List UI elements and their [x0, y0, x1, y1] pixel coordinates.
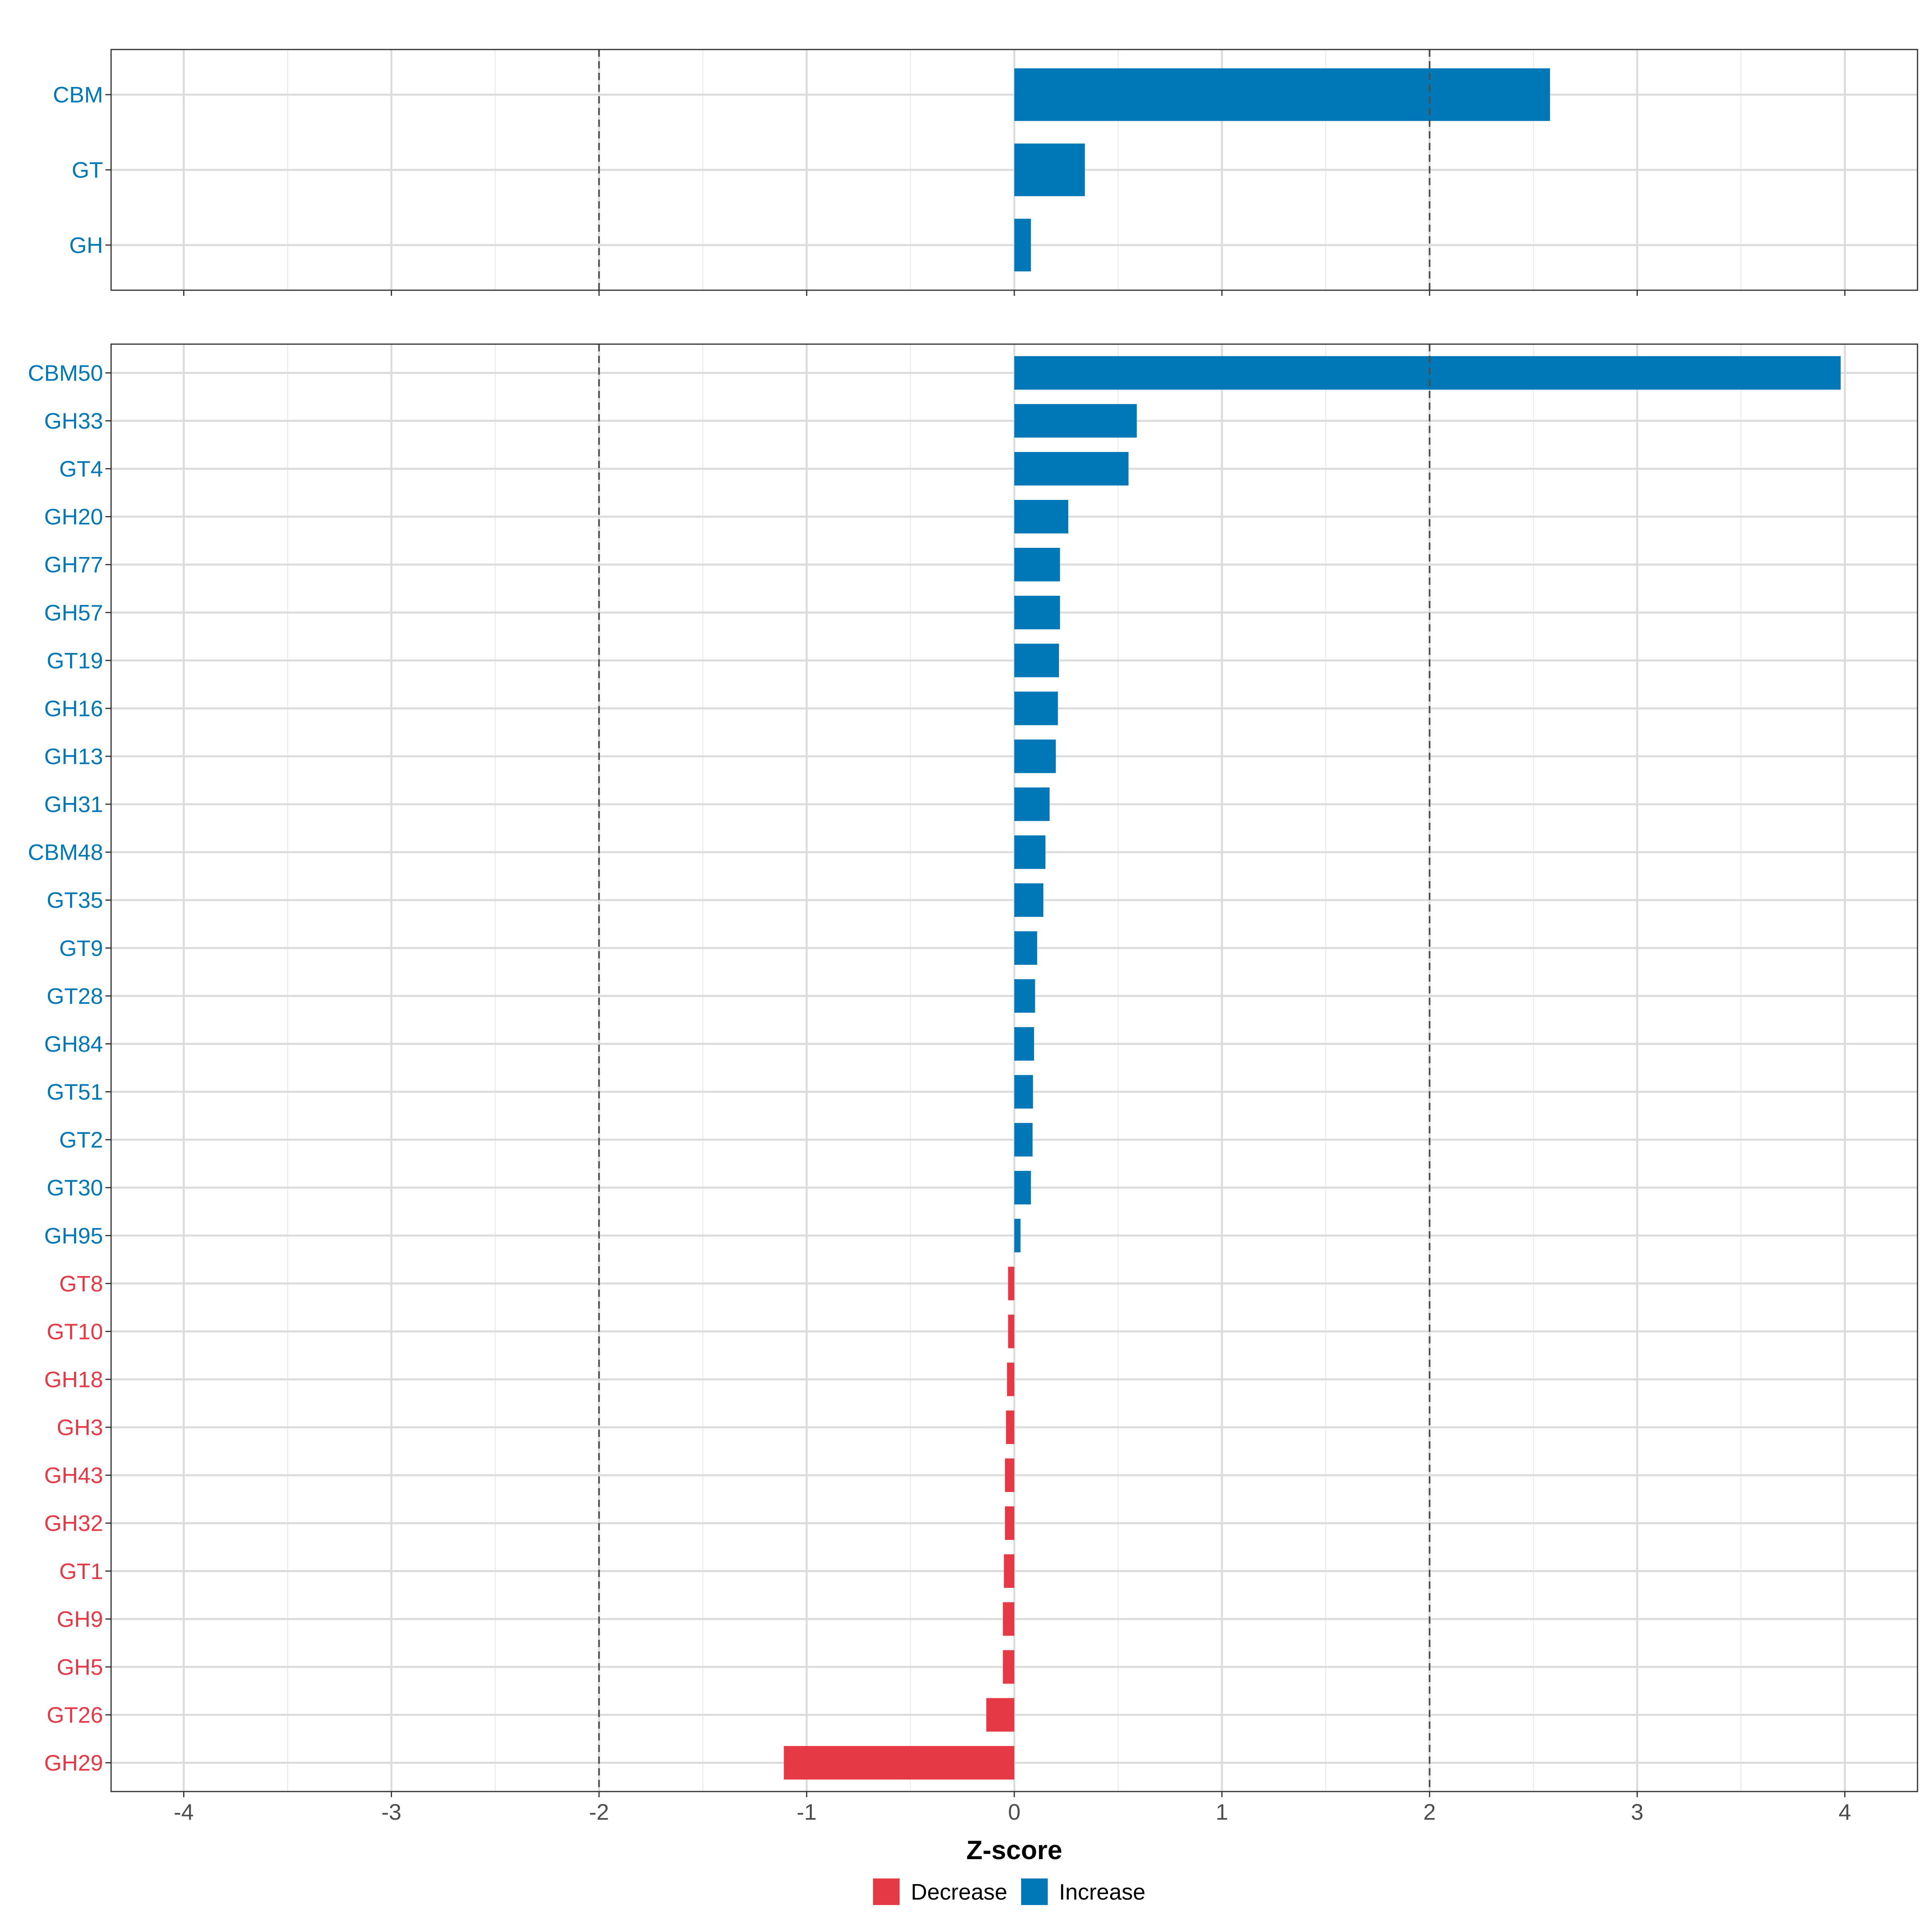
bar-cbm — [1014, 68, 1550, 121]
category-label: GT4 — [59, 456, 103, 481]
bar-gh32 — [1005, 1506, 1014, 1540]
bar-gh95 — [1014, 1219, 1021, 1253]
category-label: GH84 — [44, 1031, 103, 1057]
bar-gh84 — [1014, 1027, 1034, 1061]
bar-gh29 — [784, 1746, 1014, 1780]
category-label: GH — [69, 232, 103, 258]
legend: Decrease Increase — [873, 1878, 1146, 1905]
bar-gh9 — [1003, 1602, 1014, 1636]
summary-panel: CBM GT GH — [53, 49, 1918, 296]
bar-cbm48 — [1014, 835, 1046, 869]
legend-swatch-decrease — [873, 1878, 900, 1905]
category-label: GH29 — [44, 1750, 103, 1775]
legend-label-increase: Increase — [1059, 1879, 1146, 1905]
x-tick-label: 1 — [1216, 1799, 1228, 1825]
category-label: GH9 — [57, 1606, 103, 1632]
x-tick-label: 3 — [1631, 1799, 1643, 1825]
x-tick-label: -3 — [382, 1799, 402, 1825]
category-label: GT26 — [47, 1702, 103, 1728]
bar-gt4 — [1014, 452, 1129, 486]
category-label: GH20 — [44, 504, 103, 529]
bar-gt30 — [1014, 1171, 1031, 1205]
bar-cbm50 — [1014, 356, 1841, 390]
bar-gh33 — [1014, 404, 1137, 438]
bar-gh3 — [1006, 1410, 1014, 1444]
bar-gt — [1014, 143, 1085, 196]
category-label: GT9 — [59, 935, 103, 961]
bar-gh43 — [1005, 1458, 1014, 1492]
category-label: GH77 — [44, 552, 103, 577]
bar-gt28 — [1014, 979, 1035, 1013]
bar-gh — [1014, 219, 1031, 272]
x-tick-label: -2 — [589, 1799, 609, 1825]
x-tick-label: 4 — [1839, 1799, 1851, 1825]
bar-gh16 — [1014, 691, 1058, 725]
category-label: GH13 — [44, 744, 103, 769]
bar-gt8 — [1008, 1267, 1014, 1300]
bar-gt26 — [986, 1698, 1014, 1732]
category-label: CBM50 — [28, 360, 103, 386]
bar-gh31 — [1014, 787, 1050, 821]
bar-gt1 — [1004, 1554, 1014, 1588]
category-label: GT19 — [47, 648, 103, 673]
x-tick-label: -4 — [174, 1799, 194, 1825]
bar-gt2 — [1014, 1123, 1033, 1157]
bar-gt35 — [1014, 883, 1044, 917]
bar-gt51 — [1014, 1075, 1033, 1109]
category-label: GT8 — [59, 1271, 103, 1296]
bar-gt9 — [1014, 931, 1037, 965]
category-label: GH16 — [44, 696, 103, 721]
x-axis-title: Z-score — [966, 1835, 1062, 1865]
x-tick-label: -1 — [797, 1799, 817, 1825]
bar-gh18 — [1007, 1362, 1014, 1396]
x-tick-label: 0 — [1008, 1799, 1020, 1825]
family-panel: CBM50 GH33 GT4 GH20 GH77 GH57 GT19 GH16 GH13 GH31… — [28, 343, 1918, 1797]
category-label: GH57 — [44, 600, 103, 625]
bar-gh13 — [1014, 739, 1056, 773]
category-label: GH5 — [57, 1654, 103, 1680]
legend-swatch-increase — [1021, 1878, 1048, 1905]
bar-gh57 — [1014, 596, 1060, 630]
legend-label-decrease: Decrease — [911, 1879, 1007, 1905]
bar-gt10 — [1008, 1315, 1014, 1348]
category-label: GH43 — [44, 1463, 103, 1488]
x-axis: -4 -3 -2 -1 0 1 2 3 4 — [174, 1799, 1851, 1825]
bar-gh77 — [1014, 548, 1060, 582]
category-label: CBM48 — [28, 840, 103, 865]
x-tick-label: 2 — [1423, 1799, 1436, 1825]
category-label: GH33 — [44, 408, 103, 433]
category-label: GT28 — [47, 983, 103, 1009]
category-label: CBM — [53, 82, 103, 107]
category-label: GH31 — [44, 792, 103, 817]
category-label: GT35 — [47, 888, 103, 913]
category-label: GT30 — [47, 1175, 103, 1200]
bar-gh5 — [1003, 1650, 1014, 1684]
category-label: GT51 — [47, 1079, 103, 1104]
category-label: GT1 — [59, 1558, 103, 1584]
category-label: GH3 — [57, 1415, 103, 1440]
category-label: GH18 — [44, 1366, 103, 1392]
bar-gt19 — [1014, 644, 1059, 677]
category-label: GT10 — [47, 1319, 103, 1344]
bar-gh20 — [1014, 500, 1069, 534]
category-label: GH95 — [44, 1223, 103, 1248]
category-label: GT2 — [59, 1127, 103, 1152]
category-label: GH32 — [44, 1511, 103, 1536]
category-label: GT — [72, 157, 103, 183]
